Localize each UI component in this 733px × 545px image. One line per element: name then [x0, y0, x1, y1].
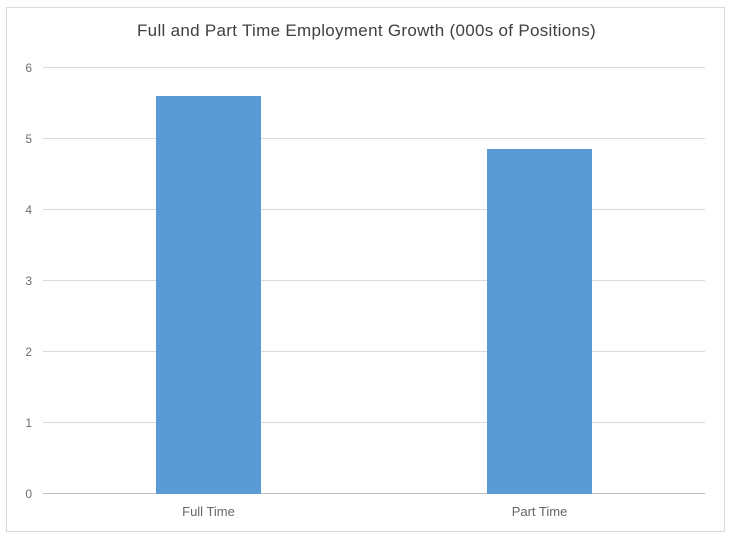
plot-area [43, 67, 705, 494]
y-tick-label-1: 1 [25, 416, 32, 430]
chart-frame [6, 7, 725, 532]
gridline-3 [43, 280, 705, 281]
gridline-6 [43, 67, 705, 68]
y-tick-label-5: 5 [25, 132, 32, 146]
y-tick-label-2: 2 [25, 345, 32, 359]
gridline-1 [43, 422, 705, 423]
gridline-4 [43, 209, 705, 210]
x-axis-line [43, 493, 705, 494]
x-category-label-part-time: Part Time [511, 504, 568, 519]
y-tick-label-4: 4 [25, 203, 32, 217]
y-tick-label-6: 6 [25, 61, 32, 75]
bar-part-time [487, 149, 592, 494]
y-tick-label-0: 0 [25, 487, 32, 501]
bar-full-time [156, 96, 261, 494]
gridline-5 [43, 138, 705, 139]
gridline-2 [43, 351, 705, 352]
x-category-label-full-time: Full Time [182, 504, 235, 519]
chart-title: Full and Part Time Employment Growth (00… [137, 21, 596, 40]
y-tick-label-3: 3 [25, 274, 32, 288]
